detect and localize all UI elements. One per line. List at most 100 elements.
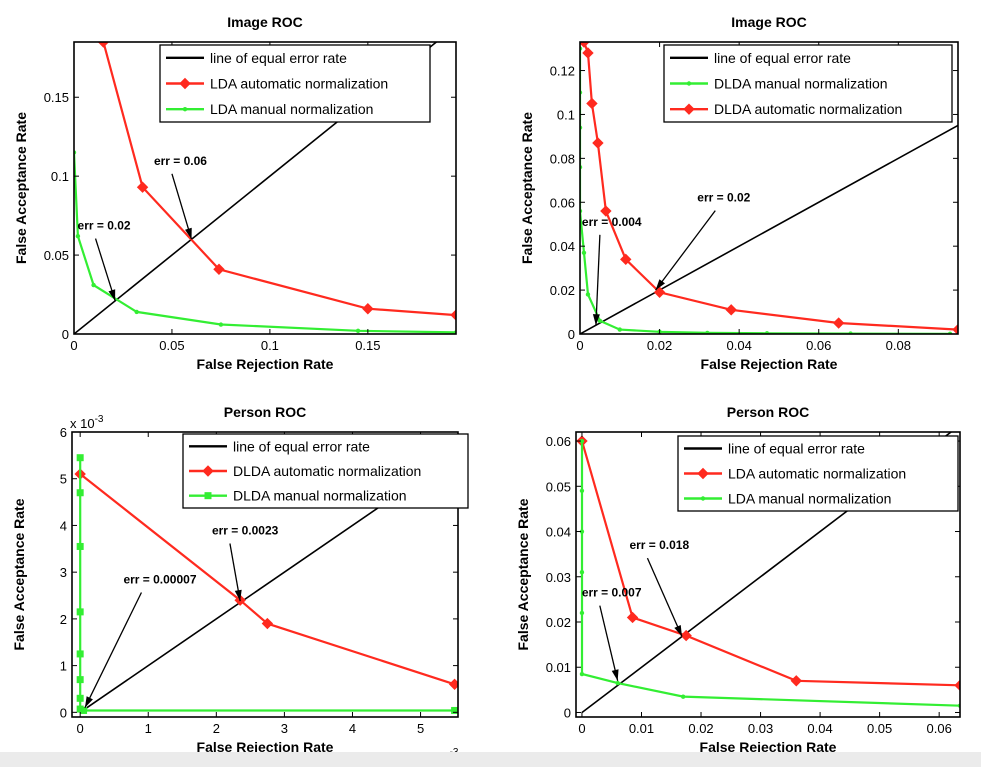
- x-tick-label: 0.08: [886, 338, 911, 353]
- y-axis-label: False Acceptance Rate: [515, 498, 531, 650]
- annotation-label: err = 0.00007: [123, 573, 196, 587]
- y-tick-label: 1: [60, 659, 67, 674]
- data-point-dlda-manual-normalization: [581, 250, 587, 255]
- annotation-label: err = 0.004: [582, 215, 642, 229]
- legend-marker: [686, 81, 692, 86]
- legend-box: [663, 44, 953, 123]
- data-point-lda-automatic-normalization: [790, 675, 802, 687]
- plot-area: [576, 432, 960, 714]
- x-tick-label: 0.01: [629, 721, 654, 736]
- y-axis-label: False Acceptance Rate: [11, 498, 27, 650]
- data-point-lda-automatic-normalization: [626, 611, 639, 624]
- y-tick-label: 0.15: [44, 90, 69, 105]
- data-point-dlda-automatic-normalization: [586, 97, 598, 110]
- y-tick-label: 0.06: [546, 434, 571, 449]
- annotation-label: err = 0.018: [629, 538, 689, 552]
- legend-entry: line of equal error rate: [233, 438, 370, 454]
- annotation-label: err = 0.02: [697, 191, 750, 205]
- legend-entry: line of equal error rate: [714, 50, 851, 66]
- data-point-dlda-automatic-normalization: [832, 317, 845, 329]
- legend-box: [182, 433, 469, 509]
- y-tick-label: 0: [568, 327, 575, 342]
- annotation-arrow-head: [185, 227, 192, 240]
- data-point-lda-manual-normalization: [218, 322, 224, 327]
- data-point-lda-automatic-normalization: [680, 629, 692, 642]
- legend-entry: DLDA automatic normalization: [714, 101, 902, 117]
- y-tick-label: 0.05: [546, 479, 571, 494]
- x-tick-label: 0: [77, 721, 84, 736]
- annotation-arrow-line: [599, 605, 619, 681]
- legend: line of equal error rate DLDA manual norm…: [663, 44, 953, 123]
- x-tick-label: 0: [578, 721, 585, 736]
- series-line-line-of-equal-error-rate: [580, 124, 958, 334]
- y-tick-label: 0.02: [550, 283, 575, 298]
- x-tick-label: 0.02: [647, 338, 672, 353]
- chart-title: Image ROC: [227, 14, 302, 30]
- x-tick-label: 0.15: [355, 338, 380, 353]
- y-tick-label: 0.05: [44, 248, 69, 263]
- y-tick-label: 2: [60, 612, 67, 627]
- y-axis-label: False Acceptance Rate: [13, 112, 29, 264]
- annotation-arrow-line: [84, 592, 143, 708]
- y-tick-label: 6: [60, 425, 67, 440]
- annotation-arrow-head: [611, 669, 619, 681]
- legend-entry: LDA automatic normalization: [728, 466, 906, 482]
- y-tick-label: 3: [60, 565, 67, 580]
- data-point-dlda-automatic-normalization: [653, 286, 666, 298]
- y-tick-label: 0.03: [546, 570, 571, 585]
- legend-box: [159, 44, 431, 123]
- annotation-arrow-head: [592, 314, 600, 326]
- data-point-dlda-manual-normalization: [76, 489, 84, 497]
- data-point-dlda-manual-normalization: [76, 542, 84, 550]
- data-point-lda-automatic-normalization: [954, 679, 960, 692]
- data-point-dlda-automatic-normalization: [261, 617, 274, 630]
- data-point-lda-manual-normalization: [579, 570, 585, 575]
- legend-marker: [700, 496, 706, 501]
- x-tick-label: 0: [70, 338, 77, 353]
- roc-panel-4: Person ROC 0 0.01 0.02 0.03 0.04 0.05 0.06 0 0.01…: [515, 404, 961, 755]
- data-point-lda-manual-normalization: [579, 671, 585, 677]
- legend-entry: LDA manual normalization: [728, 491, 891, 507]
- legend-marker: [182, 106, 188, 112]
- x-tick-label: 0.04: [807, 721, 832, 736]
- data-point-dlda-manual-normalization: [451, 706, 458, 714]
- data-point-dlda-automatic-normalization: [582, 47, 594, 59]
- data-point-dlda-manual-normalization: [80, 706, 88, 714]
- data-point-dlda-automatic-normalization: [600, 205, 612, 217]
- legend-entry: line of equal error rate: [210, 50, 347, 66]
- data-point-lda-automatic-normalization: [450, 309, 456, 321]
- data-point-lda-automatic-normalization: [136, 181, 149, 193]
- legend: line of equal error rate LDA automatic no…: [677, 435, 959, 512]
- data-point-dlda-automatic-normalization: [620, 253, 632, 266]
- legend: line of equal error rate DLDA automatic n…: [182, 433, 469, 509]
- data-point-lda-automatic-normalization: [362, 303, 374, 315]
- data-point-lda-manual-normalization: [579, 610, 585, 616]
- x-axis-label: False Rejection Rate: [701, 356, 838, 372]
- legend-entry: DLDA manual normalization: [233, 488, 407, 504]
- data-point-dlda-automatic-normalization: [952, 323, 958, 334]
- legend-marker: [683, 103, 695, 115]
- x-tick-label: 0: [576, 338, 583, 353]
- x-tick-label: 0.03: [748, 721, 773, 736]
- x-tick-label: 5: [417, 721, 424, 736]
- y-tick-label: 0.02: [546, 615, 571, 630]
- data-point-lda-manual-normalization: [579, 529, 585, 534]
- roc-panel-3: Person ROC 0 1 2 3 4 5 0 1 2 3 4 5 6 False Rejection R…: [11, 404, 469, 764]
- annotation-arrow-head: [108, 289, 116, 301]
- x-axis-label: False Rejection Rate: [700, 739, 837, 755]
- x-axis-label: False Rejection Rate: [197, 356, 334, 372]
- legend-box: [677, 435, 959, 512]
- x-tick-label: 2: [213, 721, 220, 736]
- annotation-label: err = 0.0023: [212, 523, 279, 537]
- y-tick-label: 0: [564, 705, 571, 720]
- data-point-lda-automatic-normalization: [213, 263, 225, 275]
- x-tick-label: 4: [349, 721, 356, 736]
- data-point-dlda-manual-normalization: [76, 454, 84, 462]
- y-tick-label: 0.06: [550, 195, 575, 210]
- data-point-dlda-manual-normalization: [705, 330, 710, 334]
- axes-frame: [575, 431, 961, 718]
- y-tick-label: 0.08: [550, 151, 575, 166]
- data-point-lda-manual-normalization: [75, 233, 81, 239]
- y-tick-label: 0: [62, 327, 69, 342]
- x-tick-label: 0.05: [867, 721, 892, 736]
